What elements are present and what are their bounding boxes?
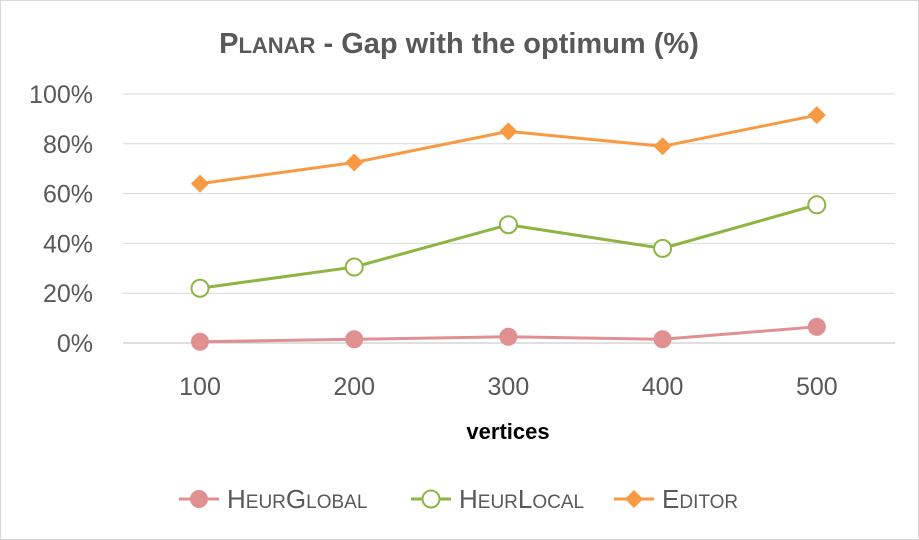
- x-tick-label: 100: [179, 373, 221, 401]
- legend-item: HEURGLOBAL: [179, 484, 367, 514]
- chart-title-rest: - Gap with the optimum (%): [315, 28, 698, 60]
- gridlines: [123, 93, 895, 344]
- chart-title-prefix-smallcaps: LANAR: [238, 33, 315, 58]
- data-point: [653, 238, 673, 258]
- data-point: [807, 317, 826, 336]
- x-axis-title: vertices: [466, 419, 549, 444]
- y-tick-label: 80%: [43, 131, 93, 159]
- data-point: [191, 332, 209, 351]
- chart-title-prefix-cap: P: [219, 28, 238, 60]
- series-markers: [190, 106, 827, 351]
- y-tick-label: 100%: [29, 81, 93, 109]
- legend-marker-swatch: [421, 489, 441, 509]
- legend-marker-swatch: [190, 490, 208, 508]
- y-tick-label: 20%: [43, 280, 93, 308]
- data-point: [498, 215, 518, 235]
- data-point: [653, 137, 672, 156]
- y-tick-label: 60%: [43, 181, 93, 209]
- data-point: [191, 174, 209, 193]
- data-point: [190, 278, 210, 298]
- x-tick-label: 200: [333, 373, 375, 401]
- legend-marker-swatch: [625, 490, 643, 508]
- x-tick-label: 300: [488, 373, 530, 401]
- data-point: [345, 153, 364, 172]
- legend: HEURGLOBAL HEURLOCAL EDITOR: [179, 484, 738, 514]
- legend-item: EDITOR: [614, 484, 738, 514]
- data-point: [807, 195, 827, 215]
- data-point: [653, 330, 672, 349]
- chart-title: PLANAR - Gap with the optimum (%): [219, 28, 699, 60]
- legend-label: HEURLOCAL: [459, 484, 584, 514]
- data-point: [499, 122, 518, 141]
- y-tick-label: 0%: [57, 330, 93, 358]
- x-tick-label: 500: [796, 373, 838, 401]
- legend-label: EDITOR: [662, 484, 738, 514]
- data-point: [807, 106, 826, 125]
- data-point: [499, 327, 518, 346]
- data-point: [345, 330, 364, 349]
- x-tick-labels: 100 200 300 400 500: [179, 373, 838, 401]
- legend-item: HEURLOCAL: [411, 484, 584, 514]
- y-tick-labels: 0% 20% 40% 60% 80% 100%: [29, 81, 93, 358]
- y-tick-label: 40%: [43, 230, 93, 258]
- data-point: [344, 257, 364, 277]
- x-tick-label: 400: [642, 373, 684, 401]
- legend-label: HEURGLOBAL: [227, 484, 367, 514]
